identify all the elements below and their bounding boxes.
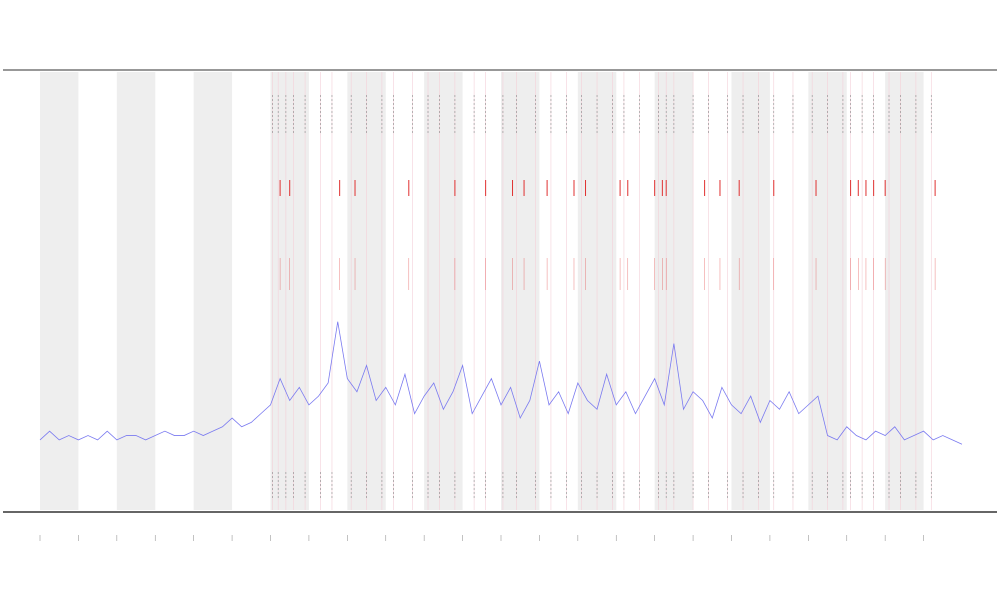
shaded-band — [501, 72, 540, 510]
shaded-band — [116, 72, 156, 510]
shaded-band — [731, 72, 770, 510]
shaded-band — [270, 72, 309, 510]
shaded-band — [193, 72, 233, 510]
shaded-band — [40, 72, 79, 510]
line-series — [39, 321, 963, 445]
shaded-band — [885, 72, 924, 510]
shaded-band — [424, 72, 463, 510]
